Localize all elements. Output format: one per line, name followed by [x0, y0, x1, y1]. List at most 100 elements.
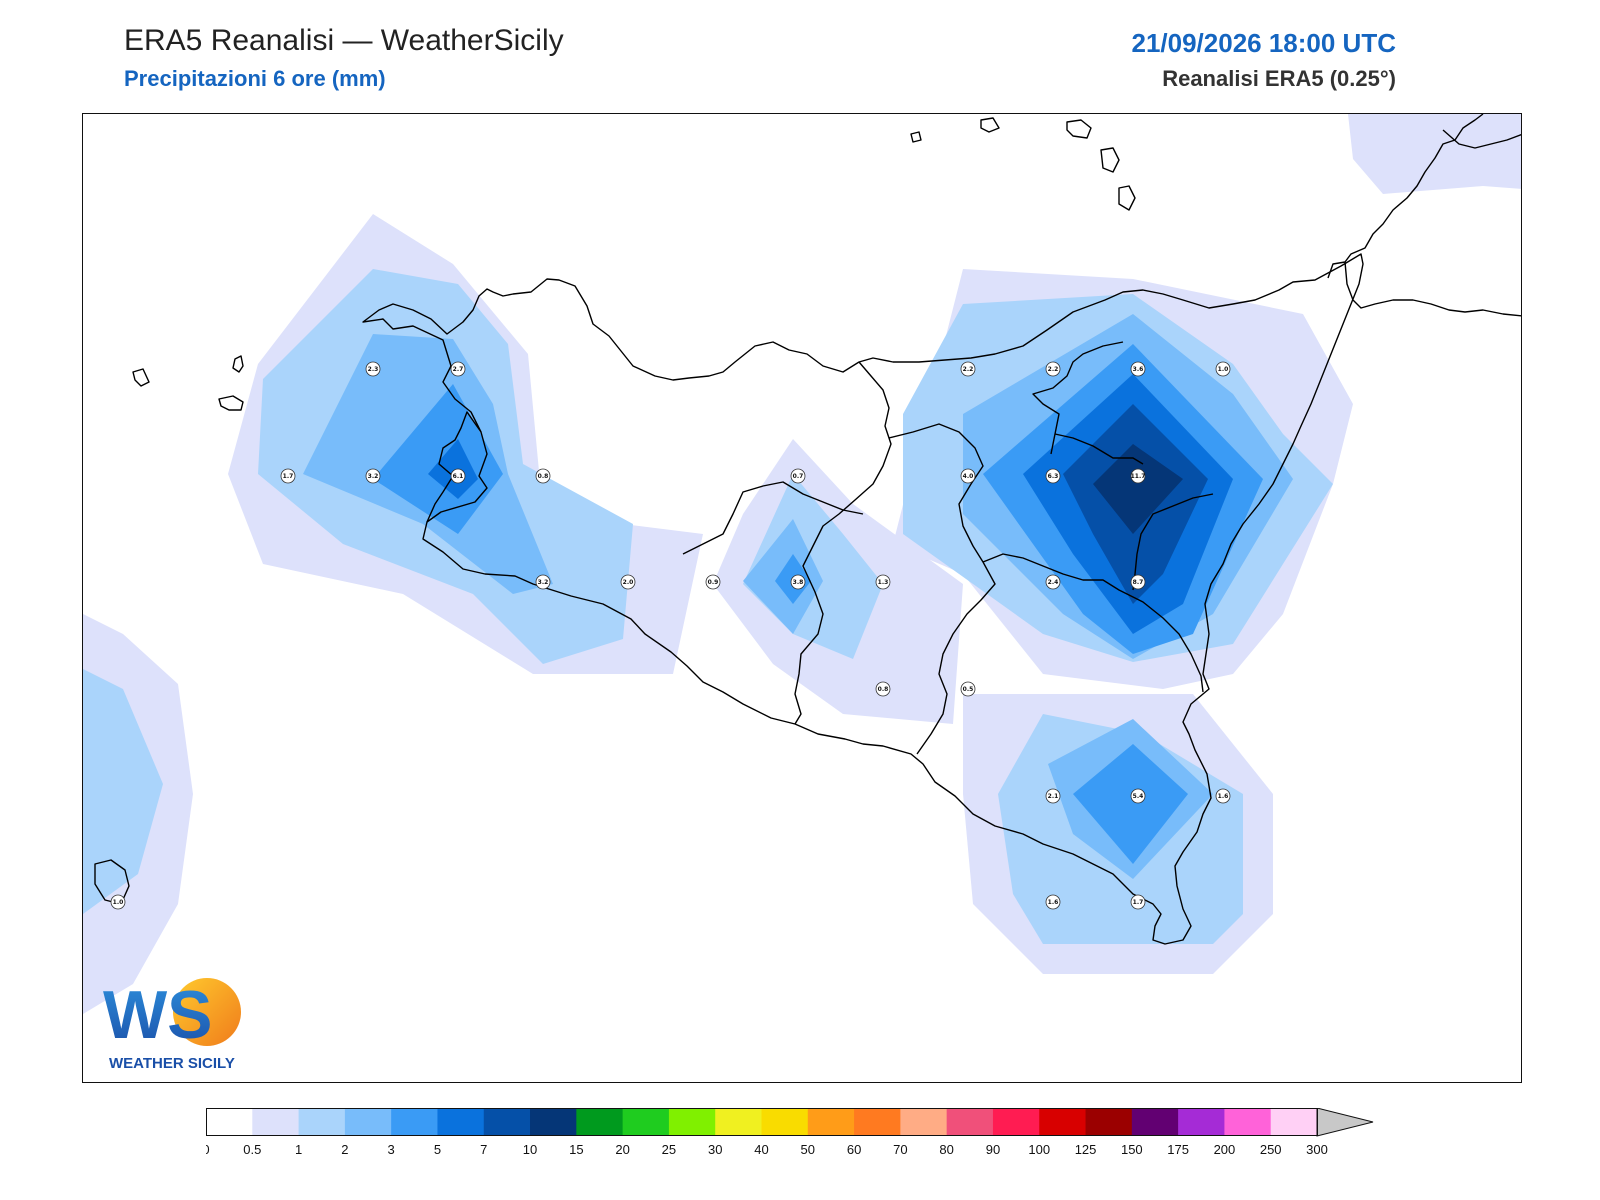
colorbar-cell: [483, 1108, 531, 1136]
station-value: 2.2: [963, 366, 974, 373]
station-value: 3.6: [1133, 366, 1144, 373]
sun-icon: [173, 978, 241, 1046]
station-value: 2.2: [1048, 366, 1059, 373]
egadi-island: [218, 395, 244, 411]
station-marker: 0.8: [535, 468, 551, 484]
colorbar-tick-label: 2: [341, 1142, 348, 1157]
station-marker: 1.6: [1045, 894, 1061, 910]
colorbar-cell: [992, 1108, 1040, 1136]
colorbar-tick-label: 70: [893, 1142, 907, 1157]
station-marker: 0.5: [960, 681, 976, 697]
colorbar-tick-label: 60: [847, 1142, 861, 1157]
coastline: [94, 114, 1521, 945]
station-marker: 2.3: [365, 361, 381, 377]
station-marker: 1.0: [110, 894, 126, 910]
calabria-coastline: [1327, 114, 1484, 279]
station-value: 6.3: [1048, 473, 1059, 480]
colorbar-cell: [668, 1108, 716, 1136]
station-marker: 3.8: [790, 574, 806, 590]
station-value: 2.4: [1048, 579, 1059, 586]
colorbar-tick-label: 40: [754, 1142, 768, 1157]
station-marker: 1.7: [280, 468, 296, 484]
station-marker: 6.1: [450, 468, 466, 484]
precip-contour-level-7: [1093, 444, 1183, 534]
province-border: [1032, 341, 1124, 455]
colorbar-tick-label: 10: [523, 1142, 537, 1157]
station-marker: 1.6: [1215, 788, 1231, 804]
aeolian-island: [980, 117, 1000, 133]
colorbar-legend: 0 0.5 1 2 3 5 7 10 15 20 25 30 40 50 60 70 80 90 100 125 150…: [202, 1107, 1402, 1168]
precip-contour-level-4: [1073, 744, 1188, 864]
colorbar-tick-label: 30: [708, 1142, 722, 1157]
station-values: 2.3 2.7 1.7 3.2 6.1 0.8 3.2 2.0 0.7 0.9 3.8 1.3 0.8 0…: [110, 361, 1231, 910]
station-value: 11.7: [1131, 473, 1146, 480]
colorbar-extend-arrow: [1316, 1107, 1374, 1137]
station-value: 4.0: [963, 473, 974, 480]
station-value: 6.1: [453, 473, 464, 480]
colorbar-cell: [1178, 1108, 1225, 1136]
station-marker: 2.4: [1045, 574, 1061, 590]
station-marker: 2.7: [450, 361, 466, 377]
station-marker: 0.9: [705, 574, 721, 590]
colorbar-tick-label: 150: [1121, 1142, 1143, 1157]
colorbar-tick-label: 80: [939, 1142, 953, 1157]
station-value: 1.0: [113, 899, 124, 906]
precipitation-map[interactable]: 2.3 2.7 1.7 3.2 6.1 0.8 3.2 2.0 0.7 0.9 3.8 1.3 0.8 0…: [82, 113, 1522, 1083]
colorbar-tick-label: 5: [434, 1142, 441, 1157]
colorbar-tick-label: 25: [662, 1142, 676, 1157]
valid-datetime: 21/09/2026 18:00 UTC: [1131, 28, 1396, 58]
colorbar-cell: [900, 1108, 948, 1136]
colorbar-cell: [854, 1108, 901, 1136]
precip-contour-level-2: [83, 669, 163, 914]
station-marker: 3.6: [1130, 361, 1146, 377]
colorbar-frame: [206, 1108, 1318, 1136]
station-value: 1.0: [1218, 366, 1229, 373]
station-value: 0.9: [708, 579, 719, 586]
colorbar-cell: [344, 1108, 392, 1136]
station-value: 3.2: [368, 473, 379, 480]
station-marker: 2.0: [620, 574, 636, 590]
station-value: 1.7: [283, 473, 294, 480]
aeolian-island: [910, 131, 922, 143]
station-value: 0.5: [963, 686, 974, 693]
station-value: 1.7: [1133, 899, 1144, 906]
aeolian-island: [1118, 185, 1136, 211]
station-marker: 1.3: [875, 574, 891, 590]
sicily-coastline: [362, 253, 1364, 945]
egadi-island: [232, 355, 244, 373]
station-value: 2.7: [453, 366, 464, 373]
colorbar-cell: [437, 1108, 485, 1136]
station-marker: 0.7: [790, 468, 806, 484]
calabria-coastline: [1442, 129, 1521, 149]
station-marker: 6.3: [1045, 468, 1061, 484]
data-source: Reanalisi ERA5 (0.25°): [1162, 66, 1396, 91]
colorbar-tick-label: 175: [1167, 1142, 1189, 1157]
station-marker: 3.2: [365, 468, 381, 484]
colorbar-cell: [946, 1108, 994, 1136]
precip-contour-level-4: [373, 384, 503, 534]
calabria-coastline: [1344, 261, 1521, 317]
station-marker: 4.0: [960, 468, 976, 484]
colorbar-cell: [1039, 1108, 1087, 1136]
precip-contour-level-5: [428, 439, 478, 499]
station-marker: 3.2: [535, 574, 551, 590]
station-value: 2.3: [368, 366, 379, 373]
colorbar-cell: [1085, 1108, 1133, 1136]
station-value: 0.7: [793, 473, 804, 480]
colorbar-tick-label: 3: [388, 1142, 395, 1157]
colorbar-cell: [298, 1108, 346, 1136]
colorbar-tick-label: 300: [1306, 1142, 1328, 1157]
colorbar-tick-label: 90: [986, 1142, 1000, 1157]
colorbar-ticks: 0 0.5 1 2 3 5 7 10 15 20 25 30 40 50 60 70 80 90 100 125 150…: [202, 1142, 1328, 1157]
colorbar-cell: [1224, 1108, 1272, 1136]
colorbar-tick-label: 125: [1075, 1142, 1097, 1157]
province-border: [1132, 493, 1214, 591]
colorbar-tick-label: 15: [569, 1142, 583, 1157]
station-marker: 8.7: [1130, 574, 1146, 590]
pantelleria-island: [94, 859, 130, 905]
station-value: 1.6: [1218, 793, 1229, 800]
station-value: 0.8: [878, 686, 889, 693]
weather-sicily-logo: WS WEATHER SICILY: [99, 972, 249, 1072]
colorbar-tick-label: 0.5: [243, 1142, 261, 1157]
colorbar-cell: [576, 1108, 624, 1136]
